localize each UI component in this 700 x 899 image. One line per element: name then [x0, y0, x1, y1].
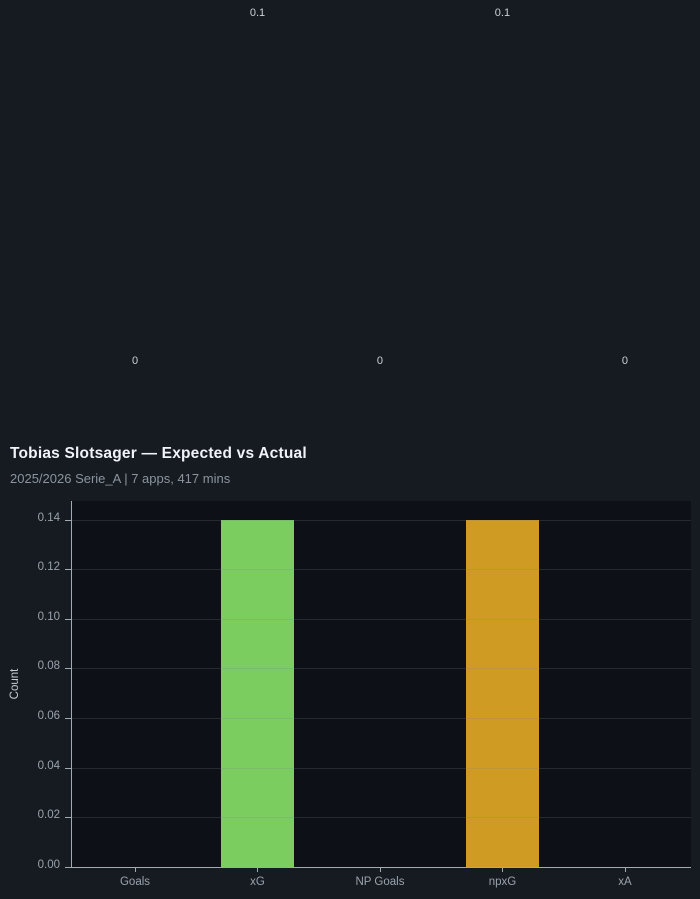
y-tick-mark [65, 569, 71, 571]
x-axis-line [71, 867, 691, 868]
gridline [72, 668, 691, 670]
x-tick-mark [135, 868, 136, 872]
gridline [72, 718, 691, 720]
x-tick-label: Goals [119, 876, 151, 888]
y-tick-mark [65, 867, 71, 868]
gridline [72, 767, 691, 769]
x-tick-label: npxG [488, 876, 517, 888]
y-tick-label: 0.08 [37, 660, 60, 673]
y-tick-mark [65, 817, 71, 819]
ghost-value-label: 0 [131, 355, 139, 367]
x-tick-mark [502, 868, 504, 872]
y-tick-label: 0.14 [37, 511, 60, 524]
y-tick-label: 0.04 [37, 759, 60, 772]
x-tick-mark [379, 868, 381, 872]
y-tick-label: 0.02 [37, 809, 60, 822]
y-tick-mark [65, 767, 71, 769]
gridline [72, 618, 691, 620]
x-tick-label: xG [250, 876, 265, 888]
x-tick-label: xA [618, 876, 632, 888]
ghost-value-label: 0 [376, 355, 384, 367]
x-tick-label: NP Goals [355, 876, 405, 888]
y-tick-label: 0.00 [37, 859, 60, 871]
ghost-value-label: 0.1 [494, 7, 511, 19]
x-tick-mark [624, 868, 626, 872]
ghost-value-label: 0.1 [249, 7, 266, 19]
y-tick-mark [65, 668, 71, 670]
y-tick-mark [65, 519, 71, 521]
gridline [72, 817, 691, 819]
y-tick-label: 0.10 [37, 610, 60, 623]
chart-title: Tobias Slotsager — Expected vs Actual [10, 445, 307, 462]
y-tick-mark [65, 718, 71, 720]
y-tick-label: 0.06 [37, 710, 60, 723]
y-tick-mark [65, 618, 71, 620]
bar-npxg [465, 519, 539, 867]
ghost-value-label: 0 [621, 355, 628, 367]
gridline [72, 569, 691, 571]
y-tick-label: 0.12 [37, 561, 60, 574]
plot-area [72, 501, 691, 867]
chart-subtitle: 2025/2026 Serie_A | 7 apps, 417 mins [10, 471, 231, 486]
x-tick-mark [257, 868, 259, 872]
bar-xg [220, 519, 294, 867]
y-axis-spine [71, 501, 72, 868]
gridline [72, 519, 691, 521]
